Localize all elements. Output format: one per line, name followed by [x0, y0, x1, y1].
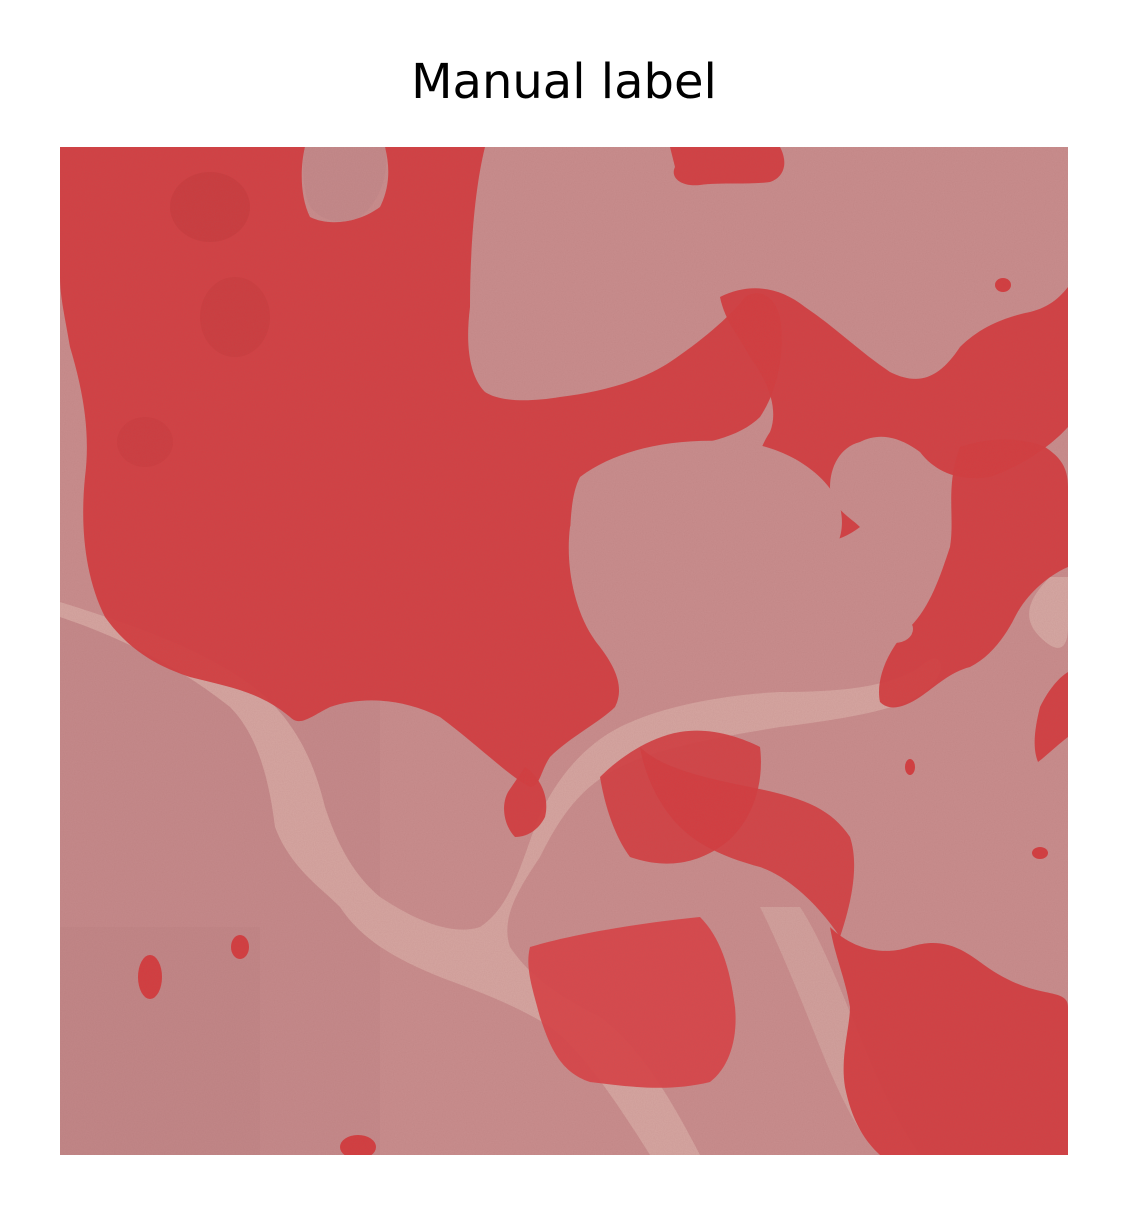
- figure-title: Manual label: [411, 54, 717, 110]
- aerial-image-with-label-overlay: [60, 147, 1068, 1155]
